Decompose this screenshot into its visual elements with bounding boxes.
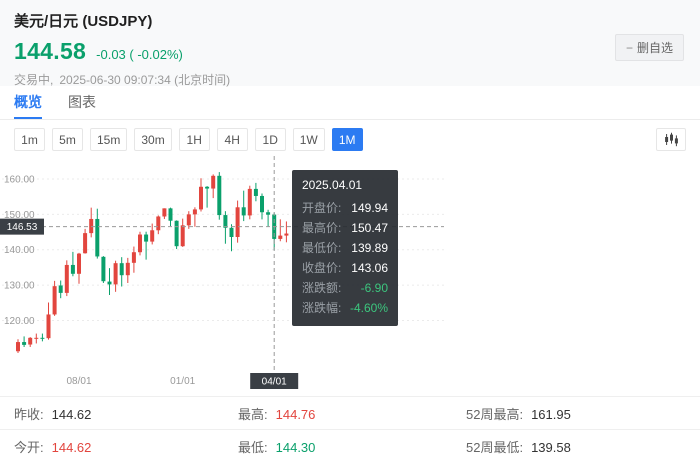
- quote-header: 美元/日元 (USDJPY) − 删自选 144.58 -0.03 ( -0.0…: [0, 0, 700, 88]
- stat-value: 144.76: [275, 406, 316, 422]
- tooltip-value: 143.06: [351, 261, 388, 275]
- tab-overview[interactable]: 概览: [14, 86, 42, 119]
- stat-cell: 最低: 144.30: [238, 437, 466, 456]
- svg-text:130.00: 130.00: [4, 281, 35, 292]
- price-row: 144.58 -0.03 ( -0.02%): [14, 38, 686, 65]
- tooltip-value: 149.94: [351, 201, 388, 215]
- stat-cell: 最高: 144.76: [238, 404, 466, 423]
- stat-value: 144.62: [51, 439, 92, 455]
- tooltip-label: 开盘价:: [302, 201, 342, 215]
- timeframe-15m[interactable]: 15m: [90, 128, 128, 151]
- timeframe-1m[interactable]: 1m: [14, 128, 45, 151]
- timeframe-1W[interactable]: 1W: [292, 128, 325, 151]
- chart-style-button[interactable]: [656, 128, 686, 151]
- page-title: 美元/日元 (USDJPY): [14, 13, 153, 30]
- stat-cell: 52周最高: 161.95: [466, 404, 571, 423]
- tab-bar: 概览 图表: [0, 86, 700, 120]
- stat-value: 161.95: [531, 406, 571, 422]
- stats-panel: 昨收: 144.62 最高: 144.76 52周最高: 161.95 今开: 144.62 最…: [0, 396, 700, 462]
- tooltip-row: 涨跌幅: -4.60%: [302, 298, 388, 318]
- svg-text:140.00: 140.00: [4, 245, 35, 256]
- trading-status: 交易中,: [14, 73, 54, 87]
- svg-text:04/01: 04/01: [262, 377, 287, 388]
- tooltip-row: 最低价: 139.89: [302, 238, 388, 258]
- chart-tooltip-rows: 开盘价: 149.94 最高价: 150.47 最低价: 139.89 收盘价: 143.06…: [302, 198, 388, 318]
- chart-section: 160.00 150.00 140.00 130.00 120.00 08/01 01/01…: [0, 156, 700, 396]
- svg-text:08/01: 08/01: [66, 376, 91, 387]
- stat-label: 52周最低:: [466, 439, 524, 455]
- stats-row: 今开: 144.62 最低: 144.30 52周最低: 139.58: [0, 429, 700, 462]
- tooltip-row: 开盘价: 149.94: [302, 198, 388, 218]
- tooltip-value: 139.89: [351, 241, 388, 255]
- stat-label: 最高:: [238, 406, 268, 422]
- tooltip-row: 涨跌额: -6.90: [302, 278, 388, 298]
- minus-icon: −: [625, 40, 633, 55]
- timeframe-toolbar: 1m 5m 15m 30m 1H 4H 1D 1W 1M: [0, 120, 700, 156]
- candlestick-chart[interactable]: 160.00 150.00 140.00 130.00 120.00 08/01 01/01…: [0, 156, 700, 396]
- stat-value: 144.62: [51, 406, 92, 422]
- stat-cell: 今开: 144.62: [14, 437, 238, 456]
- stat-label: 今开:: [14, 439, 44, 455]
- quote-timestamp: 2025-06-30 09:07:34 (北京时间): [59, 73, 231, 87]
- timeframe-1D[interactable]: 1D: [254, 128, 286, 151]
- svg-text:160.00: 160.00: [4, 174, 35, 185]
- remove-watchlist-button[interactable]: − 删自选: [614, 34, 684, 61]
- timeframe-30m[interactable]: 30m: [134, 128, 172, 151]
- stat-value: 139.58: [531, 439, 571, 455]
- stat-value: 144.30: [275, 439, 316, 455]
- remove-watchlist-label: 删自选: [636, 41, 673, 55]
- svg-text:146.53: 146.53: [7, 222, 38, 233]
- tooltip-label: 涨跌幅:: [302, 301, 342, 315]
- tooltip-value: -4.60%: [349, 301, 388, 315]
- svg-text:150.00: 150.00: [4, 210, 35, 221]
- price-change: -0.03 ( -0.02%): [96, 47, 183, 62]
- stat-label: 昨收:: [14, 406, 44, 422]
- tooltip-row: 最高价: 150.47: [302, 218, 388, 238]
- tooltip-row: 收盘价: 143.06: [302, 258, 388, 278]
- tab-chart[interactable]: 图表: [68, 93, 96, 110]
- kline-icon: [664, 132, 678, 147]
- status-row: 交易中, 2025-06-30 09:07:34 (北京时间): [14, 71, 686, 88]
- tooltip-date: 2025.04.01: [302, 178, 363, 192]
- current-price: 144.58: [14, 38, 87, 64]
- tooltip-value: 150.47: [351, 221, 388, 235]
- tooltip-value: -6.90: [360, 281, 388, 295]
- svg-text:01/01: 01/01: [170, 376, 195, 387]
- svg-text:120.00: 120.00: [4, 316, 35, 327]
- stats-row: 昨收: 144.62 最高: 144.76 52周最高: 161.95: [0, 396, 700, 429]
- stat-label: 最低:: [238, 439, 268, 455]
- tooltip-label: 涨跌额:: [302, 281, 342, 295]
- tooltip-label: 收盘价:: [302, 261, 342, 275]
- stat-cell: 52周最低: 139.58: [466, 437, 571, 456]
- chart-tooltip: 2025.04.01 开盘价: 149.94 最高价: 150.47 最低价: 139.8…: [292, 170, 398, 326]
- timeframe-5m[interactable]: 5m: [52, 128, 83, 151]
- stat-cell: 昨收: 144.62: [14, 404, 238, 423]
- tooltip-label: 最高价:: [302, 221, 342, 235]
- timeframe-1H[interactable]: 1H: [178, 128, 210, 151]
- timeframe-1M[interactable]: 1M: [331, 128, 363, 151]
- stat-label: 52周最高:: [466, 406, 524, 422]
- tooltip-label: 最低价:: [302, 241, 342, 255]
- timeframe-4H[interactable]: 4H: [216, 128, 248, 151]
